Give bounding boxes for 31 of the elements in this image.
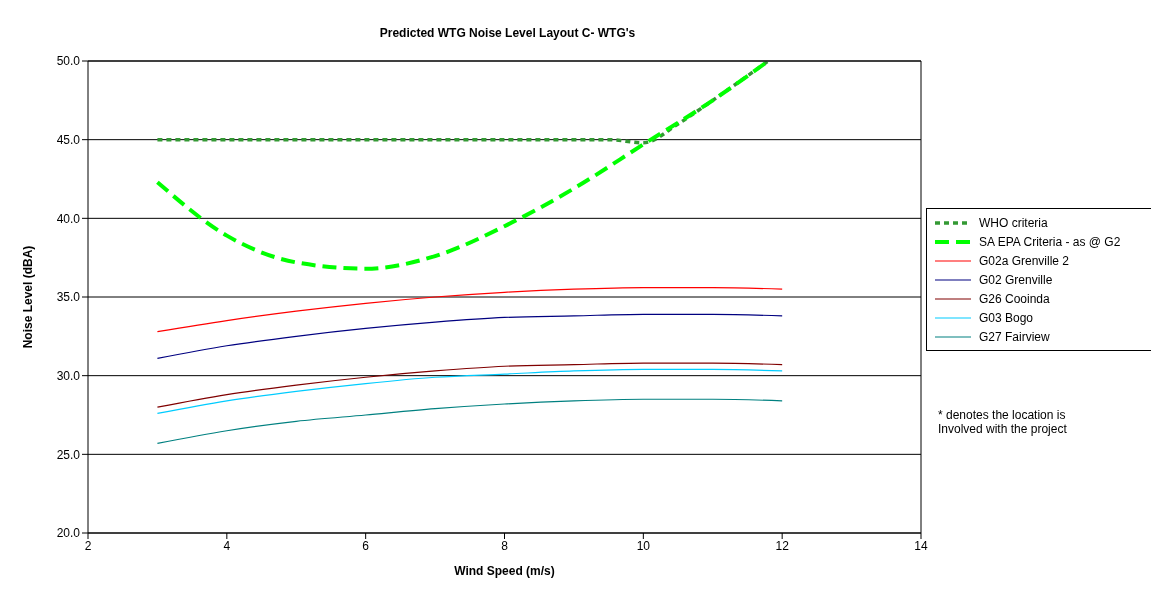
line-series (156, 398, 783, 444)
y-axis-title: Noise Level (dBA) (21, 245, 36, 349)
x-tick-label: 6 (362, 538, 370, 553)
x-tick-label: 12 (775, 538, 790, 553)
legend-label: G26 Cooinda (979, 291, 1050, 306)
x-axis-title: Wind Speed (m/s) (454, 564, 555, 578)
x-tick-label: 10 (636, 538, 651, 553)
line-series (156, 286, 783, 333)
legend-label: G27 Fairview (979, 329, 1050, 344)
y-tick-label: 50.0 (56, 54, 81, 69)
chart-title: Predicted WTG Noise Level Layout C- WTG's (378, 26, 637, 40)
x-tick-label: 2 (84, 538, 92, 553)
line-series (156, 368, 783, 415)
y-tick-label: 45.0 (56, 132, 81, 147)
y-tick-label: 40.0 (56, 211, 81, 226)
legend-label: SA EPA Criteria - as @ G2 (979, 234, 1121, 249)
legend-label: G02a Grenville 2 (979, 253, 1070, 268)
line-series (156, 313, 783, 359)
y-tick-label: 20.0 (56, 526, 81, 541)
y-tick-label: 35.0 (56, 290, 81, 305)
y-tick-label: 25.0 (56, 447, 81, 462)
x-tick-label: 8 (501, 538, 509, 553)
line-series (155, 61, 771, 145)
x-tick-label: 4 (223, 538, 231, 553)
x-tick-label: 14 (914, 538, 928, 553)
y-tick-label: 30.0 (56, 368, 81, 383)
text: * denotes the location is Involved with the project (938, 408, 1067, 436)
legend-label: G03 Bogo (979, 310, 1034, 325)
line-series (156, 362, 783, 408)
legend-label: WHO criteria (979, 215, 1048, 230)
legend-label: G02 Grenville (979, 272, 1053, 287)
